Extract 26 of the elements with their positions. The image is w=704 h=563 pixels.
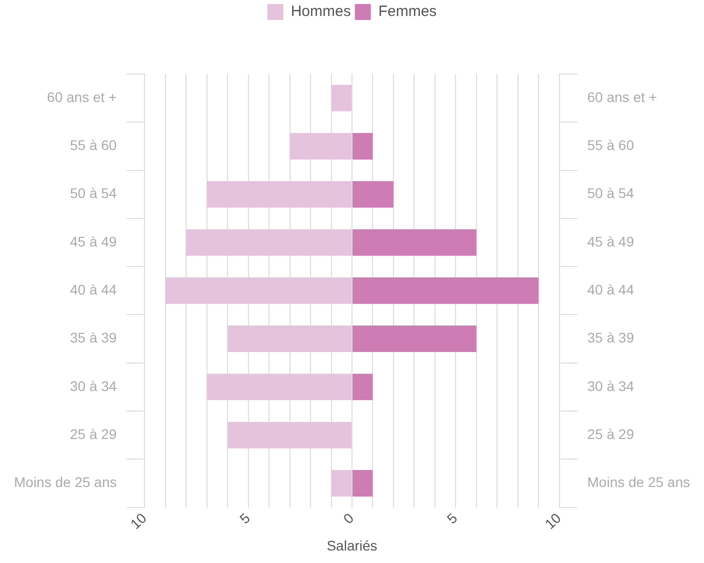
x-tick-label: 5 — [444, 510, 460, 527]
category-label: 60 ans et + — [587, 88, 657, 105]
y-tick-label: 40 à 44 — [70, 282, 117, 298]
x-tick-label: 10 — [127, 510, 150, 532]
x-tick-label: 0 — [340, 510, 357, 527]
y-tick-label: 25 à 29 — [70, 426, 117, 442]
y-tick-label: 55 à 60 — [70, 137, 117, 154]
y-tick-label: 60 ans et + — [47, 88, 117, 105]
y-tick-label: Moins de 25 ans — [14, 474, 117, 490]
category-label: 30 à 34 — [587, 378, 634, 394]
category-label: 40 à 44 — [587, 282, 634, 298]
x-axis-title: Salariés — [326, 537, 378, 554]
y-tick-label: 50 à 54 — [70, 185, 117, 202]
category-label: 45 à 49 — [587, 233, 634, 250]
category-label: 50 à 54 — [587, 185, 634, 202]
y-tick-label: 35 à 39 — [70, 330, 117, 346]
y-tick-label: 45 à 49 — [70, 233, 117, 250]
category-label: 25 à 29 — [587, 426, 634, 442]
legend-label: Hommes — [290, 3, 351, 20]
x-tick-label: 5 — [236, 510, 254, 527]
legend-label: Femmes — [378, 3, 437, 20]
category-label: 55 à 60 — [587, 137, 634, 154]
category-label: Moins de 25 ans — [587, 474, 690, 490]
y-tick-label: 30 à 34 — [70, 378, 117, 394]
category-label: 35 à 39 — [587, 330, 634, 346]
x-tick-label: 10 — [542, 510, 564, 532]
